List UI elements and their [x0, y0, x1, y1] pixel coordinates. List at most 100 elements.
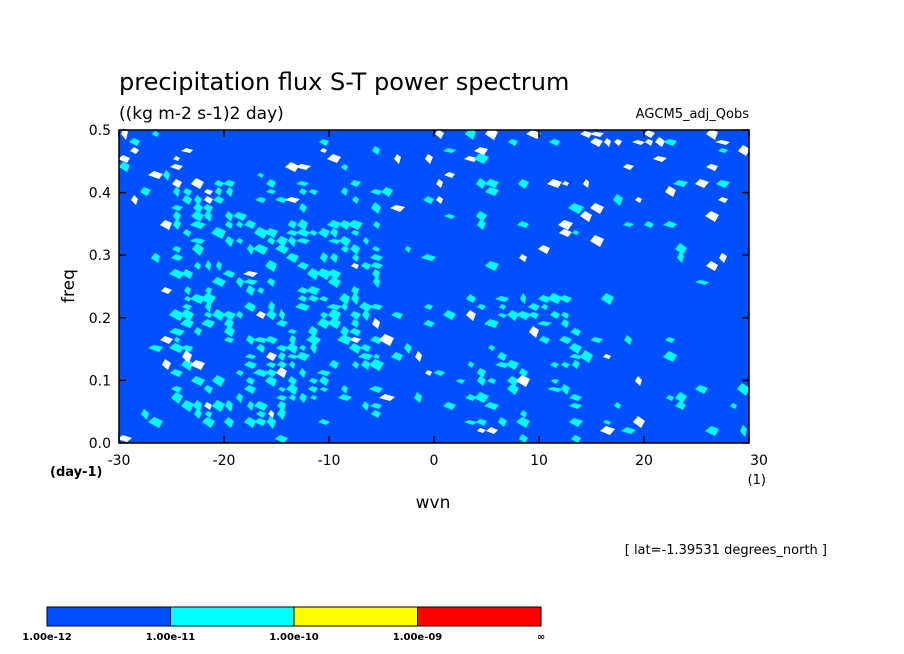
contour-cell [286, 343, 298, 354]
contour-cell [151, 253, 160, 263]
legend-swatch [170, 606, 295, 627]
contour-cell [484, 319, 499, 328]
contour-cell [277, 361, 287, 368]
contour-cell [310, 395, 317, 400]
contour-cell [539, 336, 550, 344]
contour-cell [246, 285, 255, 296]
contour-cell [361, 262, 371, 270]
contour-cell [225, 400, 233, 412]
contour-cell [341, 385, 348, 394]
contour-cell [320, 148, 327, 153]
contour-cell [487, 378, 496, 384]
contour-cell [289, 361, 295, 369]
contour-cell [695, 179, 709, 188]
contour-cell [520, 410, 527, 418]
contour-cell [624, 335, 632, 345]
contour-cell [244, 417, 256, 428]
contour-cell [695, 280, 709, 285]
contour-cell [266, 189, 276, 194]
contour-cell [319, 296, 328, 302]
contour-cell [391, 352, 403, 361]
contour-cell [715, 140, 730, 145]
contour-cell [716, 180, 730, 188]
contour-cell [464, 156, 478, 162]
contour-cell [204, 312, 212, 318]
contour-cell [370, 262, 383, 269]
contour-cell [603, 354, 611, 359]
contour-cell [297, 287, 309, 294]
contour-cell [436, 196, 443, 204]
contour-cell [191, 376, 205, 386]
contour-cell [236, 238, 243, 244]
contour-cell [528, 303, 540, 311]
contour-cell [215, 187, 222, 196]
contour-cell [213, 196, 224, 204]
contour-cell [308, 295, 319, 302]
contour-cell [663, 221, 677, 228]
contour-cell [644, 130, 655, 138]
contour-cell [184, 286, 191, 295]
contour-cell [160, 220, 172, 230]
contour-cell [485, 187, 499, 196]
contour-cell [372, 318, 380, 329]
contour-cell [204, 402, 212, 410]
contour-cell [119, 435, 132, 442]
contour-cell [443, 402, 456, 410]
contour-cell [559, 229, 572, 237]
contour-cell [121, 130, 128, 140]
contour-cell [204, 211, 212, 222]
contour-cell [275, 435, 288, 443]
contour-cell [296, 229, 310, 237]
contour-cell [297, 219, 308, 231]
contour-cell [162, 359, 171, 370]
contour-cell [613, 194, 623, 206]
contour-cell [569, 394, 582, 401]
contour-cell [266, 179, 276, 188]
contour-cell [362, 310, 370, 321]
contour-cell [299, 203, 307, 213]
contour-cell [352, 254, 359, 262]
contour-cell [180, 319, 194, 328]
contour-cell [351, 286, 359, 295]
contour-cell [277, 408, 286, 420]
contour-cell [295, 303, 310, 311]
contour-cell [358, 353, 373, 360]
contour-cell [141, 409, 149, 420]
contour-cell [119, 155, 130, 163]
contour-cell [265, 376, 277, 387]
contour-cell [296, 238, 310, 244]
contour-cell [559, 295, 572, 303]
contour-cell [181, 345, 193, 352]
contour-cell [243, 279, 258, 285]
contour-cell [547, 179, 562, 188]
contour-cell [507, 376, 519, 386]
contour-cell [163, 170, 170, 181]
contour-cell [298, 295, 307, 302]
contour-cell [465, 130, 476, 140]
contour-cell [289, 335, 296, 346]
contour-cell [517, 221, 529, 228]
contour-cell [444, 172, 455, 178]
contour-cell [507, 310, 519, 321]
contour-cell [569, 343, 582, 354]
contour-cell [182, 195, 192, 205]
contour-cell [278, 352, 286, 361]
contour-cell [341, 187, 348, 196]
contour-cell [339, 293, 350, 305]
contour-cell [181, 359, 193, 371]
contour-cell [675, 243, 687, 255]
contour-cell [286, 384, 298, 395]
contour-cell [351, 319, 359, 328]
contour-cell [498, 417, 507, 427]
contour-cell [425, 370, 432, 376]
contour-cell [223, 270, 235, 278]
contour-cell [673, 180, 688, 187]
contour-cell [330, 228, 338, 238]
contour-cell [246, 335, 255, 345]
contour-cell [379, 394, 395, 401]
contour-cell [550, 311, 560, 319]
contour-cell [373, 354, 380, 359]
contour-cell [268, 301, 275, 313]
contour-cell [370, 189, 382, 195]
contour-cell [516, 375, 530, 387]
